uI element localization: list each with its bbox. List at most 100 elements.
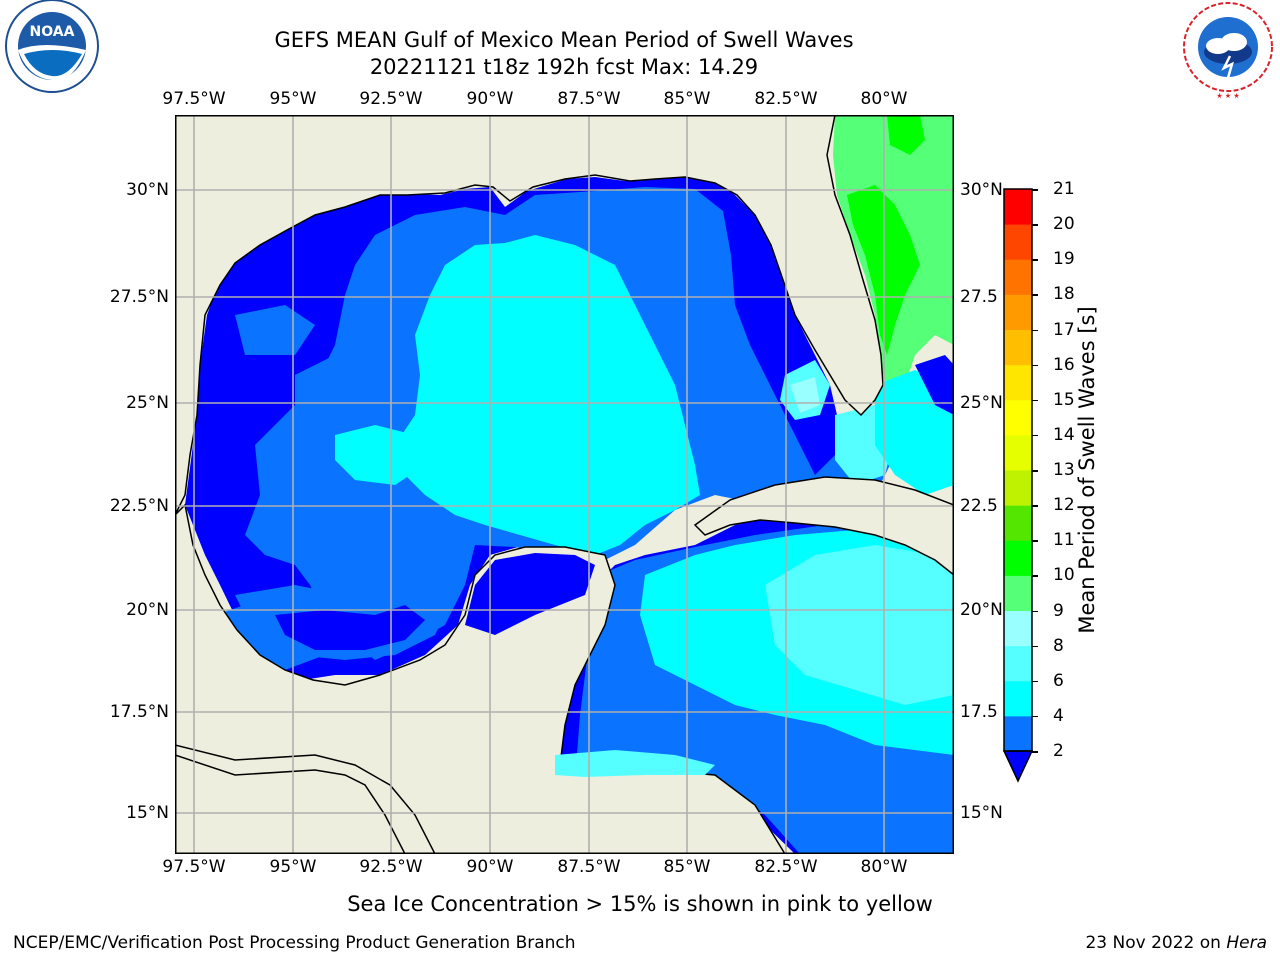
colorbar-segment [1004,715,1032,752]
lon-label-bottom: 90°W [466,857,514,877]
colorbar-segment [1004,364,1032,401]
colorbar-segment [1004,540,1032,576]
usa-land [175,115,884,516]
colorbar-tick-label: 11 [1053,530,1075,551]
colorbar-tick-mark [1032,645,1038,648]
colorbar-segment [1004,259,1032,295]
colorbar-tick-mark [1032,329,1038,331]
colorbar-tick-label: 18 [1053,284,1075,305]
colorbar-tick-label: 13 [1053,460,1075,480]
colorbar-tick-mark [1032,540,1038,542]
colorbar-segment [1004,680,1032,717]
lon-label-top: 95°W [269,89,317,109]
colorbar-tick-label: 4 [1053,705,1064,726]
band-4-6s [395,235,700,555]
lat-label-left: 25°N [126,393,169,413]
colorbar-label: Mean Period of Swell Waves [s] [1075,306,1099,634]
lat-label-left: 30°N [126,180,169,200]
noaa-logo-text: NOAA [30,24,75,40]
svg-text:★ ★ ★: ★ ★ ★ [1216,92,1239,100]
colorbar-tick-label: 2 [1053,741,1064,761]
colorbar-tick-mark [1032,575,1038,577]
lat-label-right: 17.5 [960,702,998,722]
colorbar-tick-mark [1032,189,1038,191]
lat-label-left: 15°N [126,803,169,823]
colorbar-tick-mark [1032,224,1038,226]
lon-label-top: 82.5°W [754,89,818,109]
lon-label-bottom: 85°W [663,857,711,877]
colorbar-tick-mark [1032,610,1038,612]
colorbar-segment [1004,224,1032,260]
lat-label-left: 22.5°N [109,496,169,516]
colorbar-tick-label: 20 [1053,214,1075,235]
lat-label-right: 25°N [960,393,1003,413]
colorbar-tick-label: 9 [1053,600,1064,621]
lon-label-top: 80°W [860,89,908,109]
chart-subtitle: 20221121 t18z 192h fcst Max: 14.29 [369,55,759,79]
lon-label-top: 90°W [466,89,514,109]
colorbar-tick-label: 14 [1053,424,1075,445]
lat-label-right: 20°N [960,600,1003,620]
colorbar-tick-mark [1032,294,1038,296]
colorbar-segment [1004,505,1032,541]
colorbar-tick-label: 8 [1053,635,1064,656]
lon-label-bottom: 80°W [860,857,908,877]
colorbar-tick-label: 17 [1053,319,1075,340]
run-date: 23 Nov 2022 on [1085,933,1221,953]
colorbar-graphic [1002,188,1034,783]
colorbar-tick-mark [1032,715,1038,718]
graticule [175,115,954,854]
colorbar-tick-label: 12 [1053,495,1075,516]
producer-credit: NCEP/EMC/Verification Post Processing Pr… [13,933,576,953]
lon-label-top: 85°W [663,89,711,109]
lat-label-right: 15°N [960,803,1003,823]
colorbar [1000,186,1040,786]
colorbar-tick-mark [1032,399,1038,402]
run-info: 23 Nov 2022 on Hera [1085,933,1267,953]
colorbar-tick-mark [1032,470,1038,472]
lon-label-bottom: 97.5°W [162,857,226,877]
colorbar-segment [1004,645,1032,682]
swell-period-map [175,115,954,854]
lon-label-top: 87.5°W [557,89,621,109]
cuba-land [693,476,954,576]
colorbar-tick-label: 10 [1053,565,1075,586]
lon-label-bottom: 95°W [269,857,317,877]
colorbar-tick-label: 6 [1053,670,1064,691]
colorbar-tick-mark [1032,259,1038,261]
colorbar-tick-label: 15 [1053,389,1075,410]
colorbar-segment [1004,399,1032,436]
colorbar-segment [1004,575,1032,611]
colorbar-segment [1004,294,1032,330]
colorbar-tick-mark [1032,505,1038,507]
colorbar-segment [1004,434,1032,471]
colorbar-segment [1004,610,1032,647]
lat-label-left: 27.5°N [109,287,169,307]
band-6-8s [765,545,954,705]
colorbar-under-arrow [1002,750,1034,783]
lon-label-top: 92.5°W [359,89,423,109]
noaa-logo: NOAA [2,0,102,100]
colorbar-tick-mark [1032,364,1038,367]
lon-label-bottom: 82.5°W [754,857,818,877]
lat-label-left: 17.5°N [109,702,169,722]
colorbar-ticks: 2 4 6 8 9 10 11 12 13 14 15 16 17 18 19 20 21 [1032,0,1110,960]
lon-label-top: 97.5°W [162,89,226,109]
lat-label-left: 20°N [126,600,169,620]
colorbar-tick-label: 19 [1053,249,1075,270]
lat-label-right: 22.5 [960,496,998,516]
lon-label-bottom: 92.5°W [359,857,423,877]
lat-label-right: 27.5 [960,287,998,307]
colorbar-tick-mark [1032,680,1038,683]
colorbar-segment [1004,189,1032,225]
lon-label-bottom: 87.5°W [557,857,621,877]
colorbar-tick-label: 16 [1053,354,1075,375]
colorbar-segment [1004,329,1032,366]
map-frame [175,115,954,854]
machine-name: Hera [1226,933,1267,953]
sea-ice-note: Sea Ice Concentration > 15% is shown in … [347,892,933,916]
colorbar-tick-mark [1032,751,1038,753]
chart-title: GEFS MEAN Gulf of Mexico Mean Period of … [274,28,854,52]
lat-label-right: 30°N [960,180,1003,200]
colorbar-tick-mark [1032,434,1038,437]
